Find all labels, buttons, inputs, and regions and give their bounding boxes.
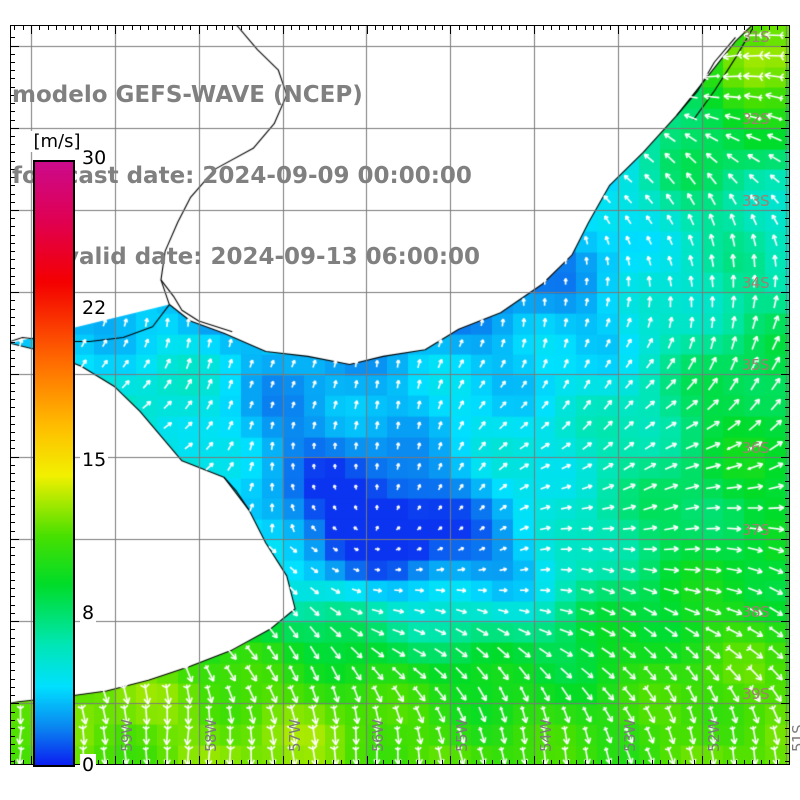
colorbar-tick-0: 0 bbox=[80, 754, 97, 776]
lon-label-54W: 54W bbox=[537, 719, 556, 752]
colorbar-tick-8: 8 bbox=[80, 602, 97, 625]
map-plot-area[interactable] bbox=[10, 25, 790, 765]
lat-label-35S: 35S bbox=[742, 356, 770, 375]
lon-label-53W: 53W bbox=[621, 719, 640, 752]
lat-label-32S: 32S bbox=[742, 109, 770, 128]
colorbar[interactable] bbox=[33, 160, 75, 767]
lat-label-33S: 33S bbox=[742, 192, 770, 210]
lat-label-39S: 39S bbox=[742, 685, 770, 704]
lat-label-38S: 38S bbox=[742, 603, 770, 622]
lat-label-31S: 31S bbox=[742, 27, 770, 46]
lon-label-51S: 51S bbox=[788, 724, 800, 752]
colorbar-tick-22: 22 bbox=[80, 296, 109, 319]
colorbar-tick-30: 30 bbox=[80, 147, 109, 169]
colorbar-gradient bbox=[33, 160, 75, 767]
lon-label-59W: 59W bbox=[117, 719, 136, 752]
lat-label-34S: 34S bbox=[742, 274, 770, 293]
wind-direction-barbs bbox=[10, 25, 790, 765]
lon-label-56W: 56W bbox=[369, 719, 388, 752]
colorbar-unit-label: [m/s] bbox=[22, 131, 92, 152]
lon-label-52W: 52W bbox=[704, 719, 723, 752]
lon-label-57W: 57W bbox=[285, 719, 304, 752]
lat-label-37S: 37S bbox=[742, 520, 770, 539]
lat-label-36S: 36S bbox=[742, 438, 770, 457]
lon-label-55W: 55W bbox=[453, 719, 472, 752]
colorbar-tick-15: 15 bbox=[80, 448, 109, 471]
lon-label-58W: 58W bbox=[201, 719, 220, 752]
